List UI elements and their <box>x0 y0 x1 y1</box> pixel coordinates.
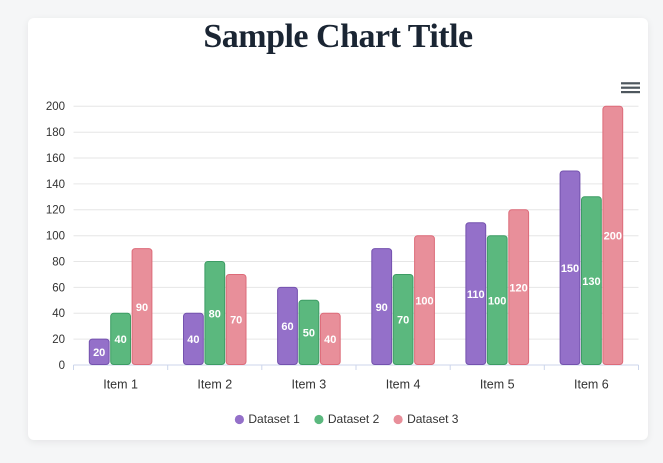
svg-text:200: 200 <box>604 231 622 243</box>
svg-text:Item 1: Item 1 <box>103 378 138 392</box>
svg-text:Item 5: Item 5 <box>480 378 515 392</box>
svg-text:60: 60 <box>281 321 293 333</box>
svg-text:80: 80 <box>52 256 65 268</box>
svg-text:120: 120 <box>509 282 527 294</box>
svg-text:Item 2: Item 2 <box>197 378 232 392</box>
svg-text:70: 70 <box>230 315 242 327</box>
svg-text:100: 100 <box>46 231 65 243</box>
svg-text:140: 140 <box>46 179 65 191</box>
svg-text:Item 4: Item 4 <box>386 378 421 392</box>
svg-text:40: 40 <box>114 334 126 346</box>
svg-text:40: 40 <box>324 334 336 346</box>
svg-text:Dataset 1: Dataset 1 <box>248 412 300 426</box>
svg-text:Item 6: Item 6 <box>574 378 609 392</box>
svg-text:90: 90 <box>136 302 148 314</box>
svg-text:50: 50 <box>303 328 315 340</box>
svg-text:Dataset 3: Dataset 3 <box>407 412 459 426</box>
svg-text:120: 120 <box>46 205 65 217</box>
svg-text:180: 180 <box>46 127 65 139</box>
svg-text:100: 100 <box>488 295 506 307</box>
svg-text:20: 20 <box>52 334 65 346</box>
svg-text:130: 130 <box>582 276 600 288</box>
svg-text:100: 100 <box>415 295 433 307</box>
svg-text:20: 20 <box>93 347 105 359</box>
svg-text:70: 70 <box>397 315 409 327</box>
svg-text:Dataset 2: Dataset 2 <box>328 412 380 426</box>
svg-text:60: 60 <box>52 282 65 294</box>
svg-text:40: 40 <box>52 308 65 320</box>
svg-text:160: 160 <box>46 153 65 165</box>
svg-text:40: 40 <box>187 334 199 346</box>
svg-text:110: 110 <box>467 289 485 301</box>
svg-text:90: 90 <box>376 302 388 314</box>
svg-text:80: 80 <box>209 308 221 320</box>
svg-text:200: 200 <box>46 101 65 113</box>
svg-text:0: 0 <box>59 360 65 372</box>
svg-text:150: 150 <box>561 263 579 275</box>
svg-text:Item 3: Item 3 <box>292 378 327 392</box>
